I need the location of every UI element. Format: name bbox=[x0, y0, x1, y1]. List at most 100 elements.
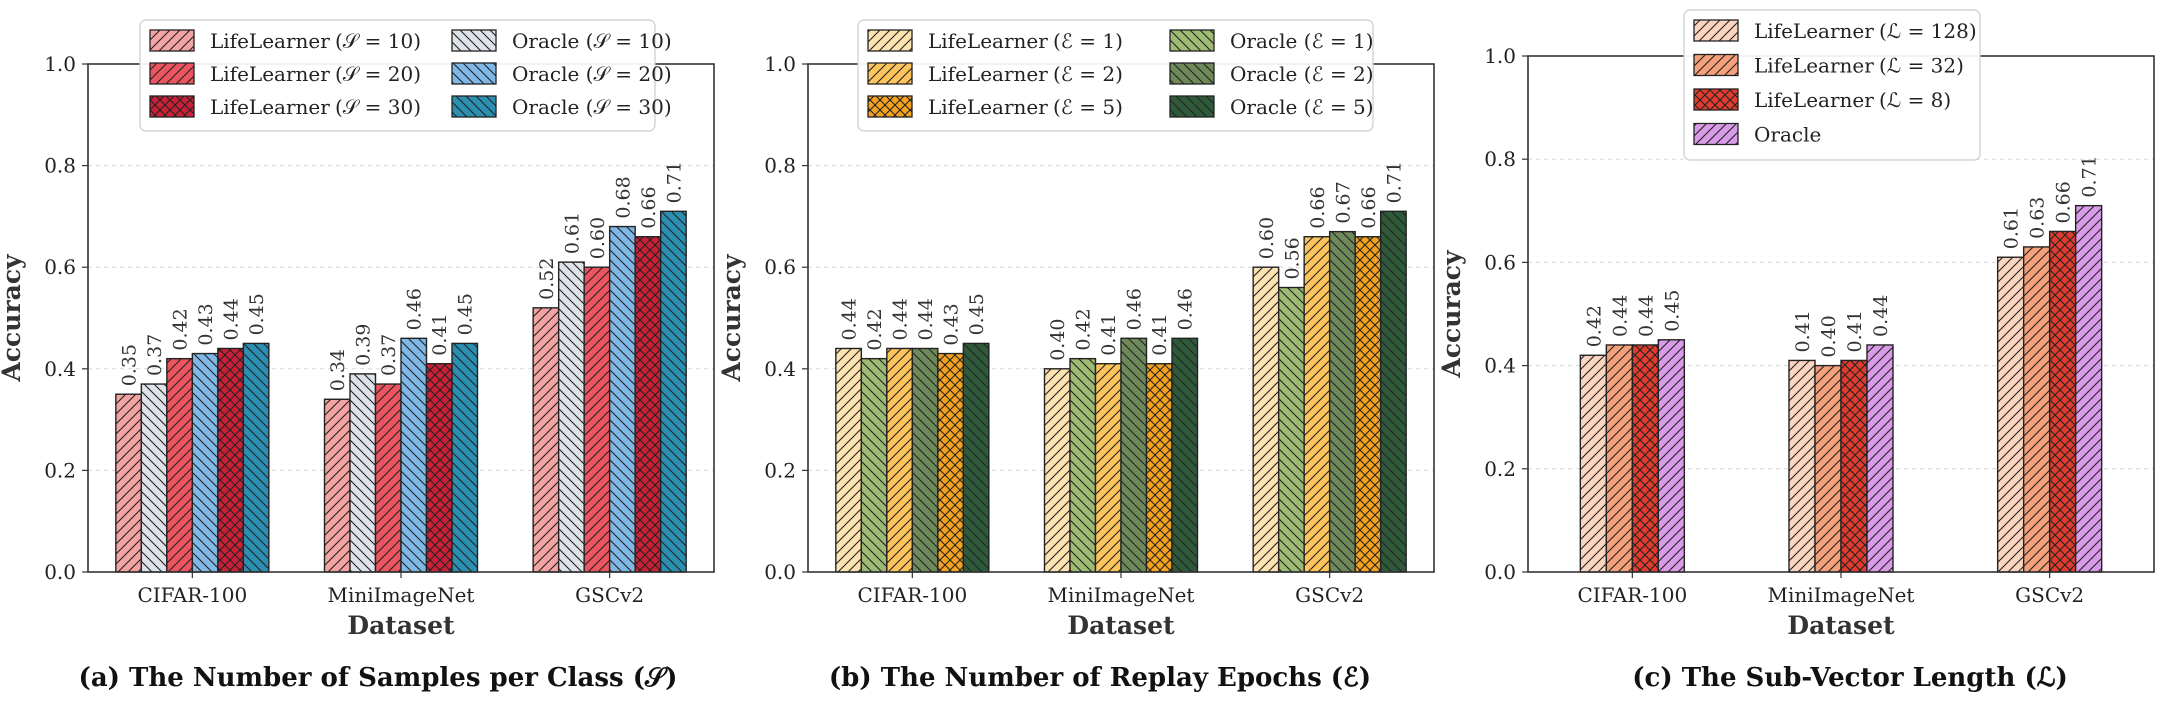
bar-hatch bbox=[1303, 236, 1331, 573]
legend-param: (ℰ = 1) bbox=[1053, 29, 1123, 53]
bar-hatch bbox=[1328, 230, 1356, 573]
legend-swatch-hatch bbox=[1693, 19, 1739, 42]
legend-swatch-hatch bbox=[149, 62, 195, 85]
legend-label: Oracle (ℰ = 2) bbox=[1230, 62, 1374, 86]
data-label: 0.60 bbox=[587, 217, 609, 259]
data-label: 0.37 bbox=[378, 334, 400, 376]
bar-hatch bbox=[374, 383, 402, 573]
legend-label: Oracle bbox=[1754, 123, 1821, 147]
x-tick-label: MiniImageNet bbox=[1048, 583, 1195, 607]
data-label: 0.45 bbox=[246, 293, 268, 335]
data-label: 0.63 bbox=[2027, 197, 2049, 239]
bar-hatch bbox=[191, 352, 219, 573]
y-axis-label: Accuracy bbox=[717, 253, 746, 383]
data-label: 0.44 bbox=[915, 298, 937, 340]
bar-hatch bbox=[1379, 210, 1407, 573]
bar-hatch bbox=[1657, 339, 1686, 573]
data-label: 0.45 bbox=[966, 293, 988, 335]
bar-hatch bbox=[1579, 354, 1608, 573]
y-tick-label: 0.0 bbox=[44, 560, 76, 584]
bar-hatch bbox=[583, 266, 611, 573]
bar-hatch bbox=[451, 342, 479, 573]
data-label: 0.45 bbox=[1661, 289, 1683, 331]
bar-hatch bbox=[659, 210, 687, 573]
data-label: 0.40 bbox=[1047, 318, 1069, 360]
bar-hatch bbox=[634, 236, 662, 573]
legend-param: (ℒ = 32) bbox=[1879, 54, 1964, 78]
data-label: 0.39 bbox=[353, 324, 375, 366]
y-tick-label: 1.0 bbox=[1484, 44, 1516, 68]
legend-swatch-hatch bbox=[149, 95, 195, 118]
data-label: 0.71 bbox=[1383, 161, 1405, 203]
bar-hatch bbox=[1252, 266, 1280, 573]
data-label: 0.61 bbox=[2001, 207, 2023, 249]
data-label: 0.37 bbox=[144, 334, 166, 376]
bar-hatch bbox=[140, 383, 168, 573]
data-label: 0.43 bbox=[195, 303, 217, 345]
x-tick-label: GSCv2 bbox=[2015, 583, 2084, 607]
legend-param: (ℒ = 128) bbox=[1879, 19, 1977, 43]
data-label: 0.44 bbox=[839, 298, 861, 340]
legend-swatch-hatch bbox=[867, 95, 913, 118]
bar-hatch bbox=[1866, 344, 1894, 573]
legend-swatch-hatch bbox=[867, 62, 913, 85]
bar-hatch bbox=[1840, 359, 1868, 573]
data-label: 0.67 bbox=[1332, 181, 1354, 223]
legend-swatch-hatch bbox=[451, 29, 497, 52]
bar-hatch bbox=[2022, 246, 2051, 573]
y-tick-label: 0.2 bbox=[1484, 457, 1516, 481]
y-tick-label: 0.6 bbox=[44, 255, 76, 279]
data-label: 0.34 bbox=[327, 349, 349, 391]
legend-label: Oracle (𝒮 = 20) bbox=[512, 62, 672, 86]
legend-box bbox=[857, 19, 1374, 132]
bar-hatch bbox=[1996, 256, 2025, 573]
data-label: 0.52 bbox=[536, 258, 558, 300]
legend-label: LifeLearner bbox=[210, 62, 330, 86]
data-label: 0.71 bbox=[663, 161, 685, 203]
bar-hatch bbox=[835, 347, 863, 573]
chart-panel-2: 0.00.20.40.60.81.00.44 0.42 0.44 0.44 0.43 0.… bbox=[717, 19, 1435, 693]
bar-hatch bbox=[557, 261, 585, 573]
data-label: 0.41 bbox=[1149, 313, 1171, 355]
data-label: 0.44 bbox=[1870, 295, 1892, 337]
data-label: 0.61 bbox=[561, 212, 583, 254]
data-label: 0.44 bbox=[1635, 295, 1657, 337]
bar-hatch bbox=[349, 373, 377, 573]
legend-swatch-hatch bbox=[1169, 95, 1215, 118]
bar-hatch bbox=[1043, 368, 1071, 573]
data-label: 0.56 bbox=[1281, 237, 1303, 279]
bar-hatch bbox=[937, 352, 965, 573]
bar-hatch bbox=[1120, 337, 1148, 573]
y-tick-label: 1.0 bbox=[764, 52, 796, 76]
bar-hatch bbox=[911, 347, 939, 573]
x-tick-label: CIFAR-100 bbox=[857, 583, 967, 607]
data-label: 0.45 bbox=[455, 293, 477, 335]
x-tick-label: CIFAR-100 bbox=[137, 583, 247, 607]
panel-caption: (c) The Sub-Vector Length (ℒ) bbox=[1632, 663, 2068, 693]
y-tick-label: 0.6 bbox=[764, 255, 796, 279]
legend-label: LifeLearner bbox=[210, 29, 330, 53]
data-label: 0.43 bbox=[941, 303, 963, 345]
y-axis-label: Accuracy bbox=[0, 253, 26, 383]
data-label: 0.41 bbox=[1792, 310, 1814, 352]
bar-hatch bbox=[115, 393, 143, 573]
legend-label: LifeLearner bbox=[210, 95, 330, 119]
bar-hatch bbox=[1277, 286, 1305, 573]
data-label: 0.42 bbox=[1583, 305, 1605, 347]
data-label: 0.41 bbox=[1098, 313, 1120, 355]
bar-hatch bbox=[886, 347, 914, 573]
bar-hatch bbox=[1788, 359, 1816, 573]
legend-box bbox=[139, 19, 656, 132]
legend-param: (ℰ = 5) bbox=[1053, 95, 1123, 119]
bar-hatch bbox=[860, 357, 888, 573]
chart-panel-1: 0.00.20.40.60.81.00.35 0.370.42 0.43 0.44 0.… bbox=[0, 19, 715, 693]
y-tick-label: 0.4 bbox=[1484, 354, 1516, 378]
legend-label: Oracle (ℰ = 5) bbox=[1230, 95, 1374, 119]
legend-param: (ℒ = 8) bbox=[1879, 88, 1951, 112]
bar-hatch bbox=[962, 342, 990, 573]
bar-hatch bbox=[2074, 204, 2103, 573]
x-axis-label: Dataset bbox=[1067, 611, 1175, 640]
data-label: 0.41 bbox=[1844, 310, 1866, 352]
